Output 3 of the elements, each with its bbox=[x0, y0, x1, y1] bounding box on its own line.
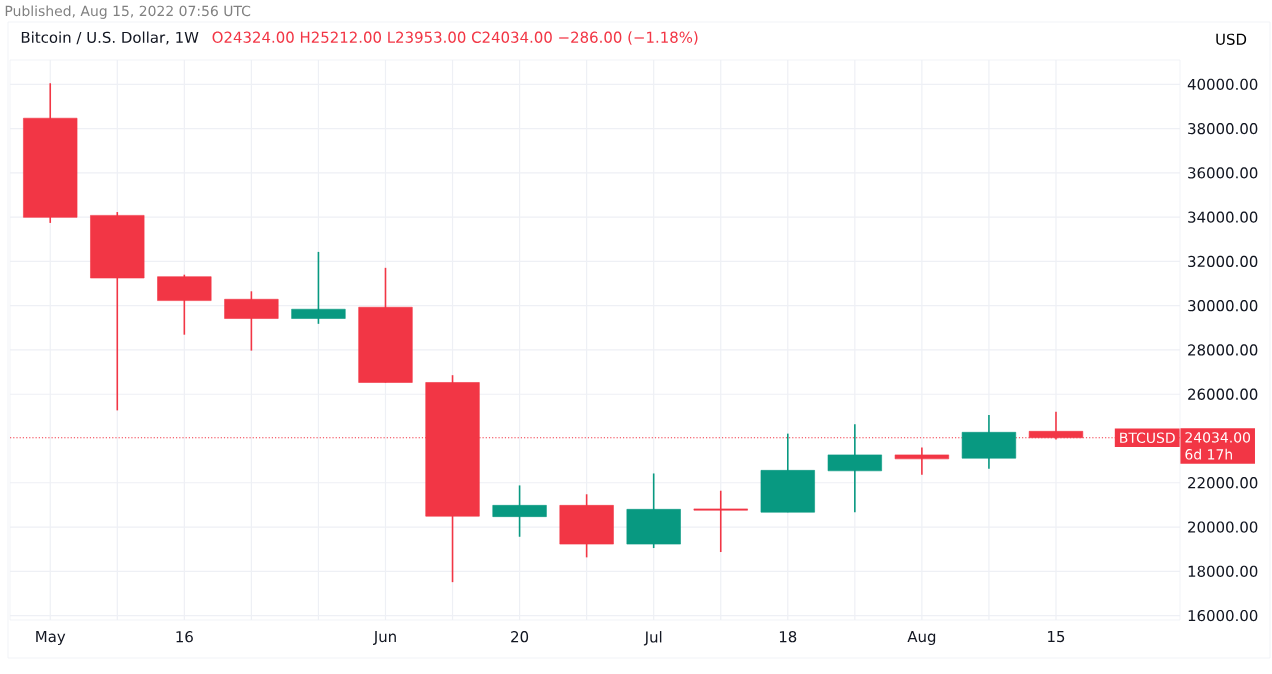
candlestick bbox=[693, 489, 748, 553]
candlestick bbox=[894, 446, 950, 476]
candlestick bbox=[291, 251, 346, 325]
